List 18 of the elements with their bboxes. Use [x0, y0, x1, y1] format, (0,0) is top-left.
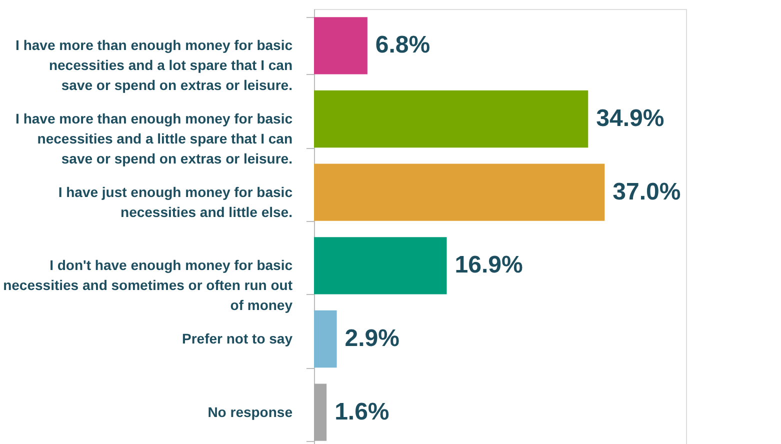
data-label: 6.8% — [375, 32, 430, 59]
data-label: 16.9% — [454, 252, 523, 279]
data-label: 34.9% — [596, 105, 664, 132]
y-tick-label: Prefer not to say — [182, 330, 293, 346]
y-tick-label: I have more than enough money for basic necessities and a lot spare that I can save or spend on extras or leisure. — [16, 37, 293, 94]
data-label: 2.9% — [344, 325, 400, 352]
y-tick-label: I have more than enough money for basic necessities and a little spare that I can save or spend on extras or leisure. — [16, 110, 293, 166]
bar — [314, 17, 368, 74]
bar — [314, 164, 605, 221]
data-label: 1.6% — [334, 398, 390, 426]
bar — [314, 237, 447, 294]
bar — [314, 310, 337, 368]
y-tick-label: I don't have enough money for basic necessities and sometimes or often run out of money — [3, 257, 293, 314]
data-label: 37.0% — [612, 178, 681, 206]
bar — [314, 384, 327, 441]
bar — [314, 90, 588, 148]
y-tick-label: No response — [208, 404, 293, 420]
y-tick-label: I have just enough money for basic necessities and little else. — [58, 184, 293, 220]
